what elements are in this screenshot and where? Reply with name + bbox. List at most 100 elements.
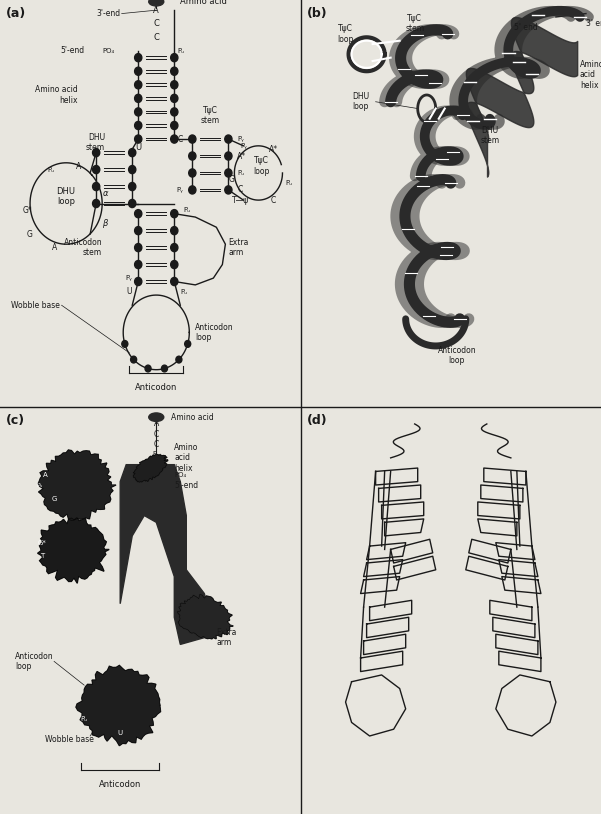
Text: Anticodon
loop: Anticodon loop — [15, 652, 53, 671]
Circle shape — [135, 226, 142, 234]
Polygon shape — [120, 465, 210, 645]
Text: T—ψ: T—ψ — [232, 195, 249, 204]
Text: Anticodon
loop: Anticodon loop — [438, 346, 476, 365]
Circle shape — [135, 260, 142, 269]
Circle shape — [135, 94, 142, 103]
Text: A: A — [76, 162, 81, 171]
Circle shape — [129, 165, 136, 173]
Text: TψC
stem: TψC stem — [201, 106, 220, 125]
Text: G: G — [52, 496, 56, 501]
Text: Pᵤ: Pᵤ — [183, 208, 191, 213]
Circle shape — [171, 94, 178, 103]
Text: Pᵤ: Pᵤ — [285, 180, 293, 186]
Circle shape — [129, 182, 136, 190]
Text: Amino
acid
helix: Amino acid helix — [580, 59, 601, 90]
Circle shape — [135, 54, 142, 62]
Text: Wobble base: Wobble base — [11, 300, 60, 310]
Text: G*: G* — [38, 540, 46, 545]
Polygon shape — [76, 665, 160, 746]
Circle shape — [135, 243, 142, 252]
Circle shape — [135, 209, 142, 218]
Text: Amino acid: Amino acid — [180, 0, 227, 7]
Text: C: C — [154, 440, 159, 449]
Circle shape — [171, 260, 178, 269]
Circle shape — [171, 226, 178, 234]
Text: U: U — [118, 729, 123, 736]
Text: DHU
loop: DHU loop — [352, 92, 369, 112]
Circle shape — [176, 357, 182, 363]
Text: Pᵤ: Pᵤ — [36, 483, 42, 488]
Text: C: C — [153, 20, 159, 28]
Text: α: α — [102, 189, 108, 198]
Circle shape — [225, 135, 232, 143]
Circle shape — [171, 81, 178, 89]
Circle shape — [189, 135, 196, 143]
Circle shape — [171, 243, 178, 252]
Text: Pᵧ: Pᵧ — [177, 187, 183, 193]
Text: 3'-end: 3'-end — [96, 9, 120, 18]
Circle shape — [171, 209, 178, 218]
Text: A*: A* — [237, 151, 246, 160]
Text: Extra
arm: Extra arm — [216, 628, 237, 647]
Text: C: C — [154, 430, 159, 439]
Circle shape — [93, 148, 100, 157]
Polygon shape — [38, 518, 109, 583]
Text: Pᵧ: Pᵧ — [126, 275, 132, 281]
Text: TψC
loop: TψC loop — [337, 24, 354, 44]
Text: G: G — [228, 175, 234, 184]
Polygon shape — [38, 450, 116, 520]
Circle shape — [171, 107, 178, 116]
Circle shape — [135, 81, 142, 89]
Circle shape — [135, 278, 142, 286]
Text: Pᵤ: Pᵤ — [47, 167, 55, 173]
Text: G: G — [27, 230, 33, 239]
Text: Anticodon
stem: Anticodon stem — [64, 238, 102, 257]
Text: C: C — [237, 186, 243, 195]
Circle shape — [189, 169, 196, 177]
Circle shape — [171, 135, 178, 143]
Circle shape — [135, 107, 142, 116]
Circle shape — [225, 152, 232, 160]
Text: Amino
acid
helix: Amino acid helix — [174, 443, 199, 473]
Text: 3' end: 3' end — [586, 20, 601, 28]
Circle shape — [93, 165, 100, 173]
Circle shape — [145, 365, 151, 372]
Text: U: U — [127, 287, 132, 296]
Text: Extra
arm: Extra arm — [228, 238, 249, 257]
Circle shape — [185, 340, 191, 348]
Text: DHU
stem: DHU stem — [481, 126, 500, 146]
Circle shape — [189, 152, 196, 160]
Text: C: C — [178, 134, 183, 143]
Circle shape — [122, 340, 128, 348]
Text: A: A — [43, 472, 47, 478]
Text: A: A — [52, 243, 56, 252]
Circle shape — [171, 278, 178, 286]
Polygon shape — [177, 594, 233, 639]
Text: Anticodon: Anticodon — [99, 780, 141, 789]
Text: Pᵤ: Pᵤ — [81, 716, 88, 722]
Text: (a): (a) — [6, 7, 26, 20]
Text: Pᵧ: Pᵧ — [237, 136, 244, 142]
Text: 5'-end: 5'-end — [60, 46, 84, 55]
Text: Anticodon: Anticodon — [135, 383, 177, 392]
Text: DHU
loop: DHU loop — [56, 187, 76, 207]
Text: 5' end: 5' end — [514, 23, 538, 32]
Text: A: A — [154, 419, 159, 428]
Text: Pᵤ: Pᵤ — [237, 170, 245, 176]
Text: Wobble base: Wobble base — [45, 735, 94, 744]
Circle shape — [162, 365, 168, 372]
Circle shape — [93, 199, 100, 208]
Ellipse shape — [149, 0, 163, 6]
Text: TψC
stem: TψC stem — [405, 14, 424, 33]
Text: 5'-end: 5'-end — [174, 480, 198, 489]
Circle shape — [129, 148, 136, 157]
Text: DHU
stem: DHU stem — [86, 133, 105, 152]
Text: A: A — [153, 6, 159, 15]
Text: U: U — [135, 143, 141, 152]
Text: Amino acid
helix: Amino acid helix — [35, 85, 78, 105]
Circle shape — [171, 68, 178, 76]
Circle shape — [171, 54, 178, 62]
Text: PO₄: PO₄ — [102, 48, 114, 54]
Polygon shape — [133, 454, 168, 482]
Text: T: T — [40, 554, 44, 559]
